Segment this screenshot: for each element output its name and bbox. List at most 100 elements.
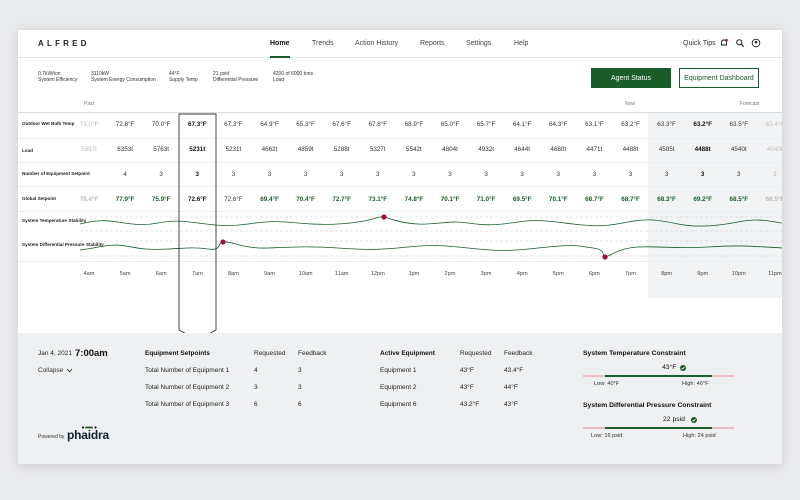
metric-supply-temp: 44°F Supply Temp: [169, 71, 198, 83]
cell-equip-num: 3: [195, 171, 200, 178]
equipment-requested: 43°F: [460, 384, 474, 391]
time-label[interactable]: 4pm: [516, 271, 528, 277]
setpoint-requested: 3: [254, 384, 258, 391]
time-label[interactable]: 9am: [264, 271, 275, 277]
time-label[interactable]: 6am: [155, 271, 167, 277]
cell-equip-num: 4: [87, 171, 91, 178]
bell-icon[interactable]: [719, 38, 729, 48]
quick-tips-link[interactable]: Quick Tips: [683, 40, 716, 47]
cell-load: 4540t: [767, 146, 782, 153]
cell-wet-bulb: 72.8°F: [115, 121, 135, 128]
metric-label: Differential Pressure: [213, 77, 259, 83]
cell-equip-num: 3: [737, 171, 741, 178]
temp-constraint-bar: [583, 375, 734, 378]
nav-reports[interactable]: Reports: [420, 40, 445, 47]
setpoint-feedback: 3: [298, 367, 302, 374]
nav-help[interactable]: Help: [514, 40, 529, 47]
time-label[interactable]: 11am: [334, 271, 349, 277]
cell-equip-num: 3: [231, 171, 236, 178]
cell-equip-num: 3: [267, 171, 272, 178]
metric-differential-pressure: 21 psid Differential Pressure: [213, 71, 258, 83]
cell-global-sp: 70.4°F: [296, 196, 315, 203]
cell-global-sp: 69.4°F: [260, 196, 279, 203]
check-circle-icon: [680, 365, 686, 371]
cell-load: 5763t: [153, 146, 170, 153]
metric-label: Supply Temp: [169, 77, 198, 83]
user-icon[interactable]: [751, 38, 761, 48]
time-label[interactable]: 8am: [227, 271, 239, 277]
row-label-dp-stability: System Differential Pressure Stability: [22, 242, 104, 247]
chevron-down-icon[interactable]: [66, 368, 73, 373]
nav-settings[interactable]: Settings: [466, 40, 492, 47]
time-label[interactable]: 9pm: [697, 271, 709, 277]
time-label[interactable]: 12pm: [370, 271, 385, 277]
cell-global-sp: 72.7°F: [332, 196, 351, 203]
divider: [18, 112, 782, 113]
cell-wet-bulb: 64.3°F: [548, 121, 568, 128]
cell-wet-bulb: 64.9°F: [260, 121, 279, 128]
setpoint-name: Total Number of Equipment 2: [145, 384, 230, 391]
cell-load: 4488t: [622, 146, 639, 153]
time-label[interactable]: 11pm: [768, 271, 782, 277]
cell-equip-num: 3: [773, 171, 777, 178]
phaidra-logo-mark-icon: [81, 426, 97, 429]
row-label-global-setpoint: Global Setpoint: [22, 196, 56, 201]
dp-constraint-low: Low: 16 psid: [591, 433, 623, 439]
cell-wet-bulb: 67.3°F: [224, 121, 243, 128]
cell-equip-num: 3: [628, 171, 633, 178]
cell-load: 4540t: [730, 146, 747, 153]
cell-load: 4471t: [586, 146, 603, 153]
nav-trends[interactable]: Trends: [312, 40, 334, 47]
time-label[interactable]: 2pm: [444, 271, 456, 277]
row-divider: [18, 162, 782, 163]
cell-global-sp: 73.1°F: [368, 196, 388, 203]
time-label[interactable]: 8pm: [661, 271, 673, 277]
cell-global-sp: 69.2°F: [693, 196, 712, 203]
nav-action-history[interactable]: Action History: [355, 40, 399, 47]
time-label[interactable]: 10am: [298, 271, 313, 277]
time-label[interactable]: 5am: [119, 271, 131, 277]
equipment-dashboard-button[interactable]: Equipment Dashboard: [679, 68, 759, 88]
cell-load: 5231t: [225, 146, 242, 153]
cell-wet-bulb: 68.9°F: [404, 121, 424, 128]
app-window: ALFRED Home Trends Action History Report…: [18, 30, 782, 464]
temp-constraint-value: 43°F: [662, 364, 677, 371]
phaidra-logo: phaidra: [67, 428, 109, 442]
nav-home[interactable]: Home: [270, 40, 290, 47]
setpoint-requested: 6: [254, 401, 258, 408]
search-icon[interactable]: [735, 38, 745, 48]
setpoints-requested-header: Requested: [254, 350, 286, 357]
cell-global-sp: 71.0°F: [476, 196, 496, 203]
cell-load: 5288t: [333, 146, 350, 153]
cell-wet-bulb: 64.1°F: [512, 121, 532, 128]
time-label[interactable]: 3pm: [480, 271, 492, 277]
temp-constraint-title: System Temperature Constraint: [583, 350, 686, 357]
cell-load: 4804t: [442, 146, 458, 153]
cell-equip-num: 3: [412, 171, 416, 178]
cell-equip-num: 3: [339, 171, 344, 178]
time-label[interactable]: 6pm: [588, 271, 600, 277]
collapse-button[interactable]: Collapse: [38, 367, 64, 374]
active-nav-indicator: [270, 56, 290, 58]
time-label[interactable]: 7pm: [625, 271, 636, 277]
time-label[interactable]: 5pm: [552, 271, 564, 277]
metric-label: Load: [273, 77, 285, 83]
time-label[interactable]: 1pm: [408, 271, 420, 277]
time-label[interactable]: 10pm: [731, 271, 746, 277]
cell-load: 4662t: [261, 146, 278, 153]
row-label-equipment-setpoint: Number of Equipment Setpoint: [22, 171, 90, 176]
equipment-requested: 43.2°F: [460, 401, 480, 408]
row-divider: [18, 138, 782, 139]
cell-global-sp: 68.5°F: [729, 196, 749, 203]
setpoint-feedback: 6: [298, 401, 302, 408]
equipment-feedback: 44°F: [504, 384, 518, 391]
time-label[interactable]: 4am: [83, 271, 95, 277]
powered-by-label: Powered by: [38, 434, 65, 440]
cell-wet-bulb: 65.0°F: [440, 121, 460, 128]
metric-value: 0.7kW/ton: [38, 71, 61, 77]
agent-status-button[interactable]: Agent Status: [591, 68, 671, 88]
cell-wet-bulb: 63.2°F: [693, 121, 712, 128]
time-label[interactable]: 7am: [191, 271, 203, 277]
now-label: Now: [625, 101, 636, 107]
row-divider: [18, 211, 782, 212]
